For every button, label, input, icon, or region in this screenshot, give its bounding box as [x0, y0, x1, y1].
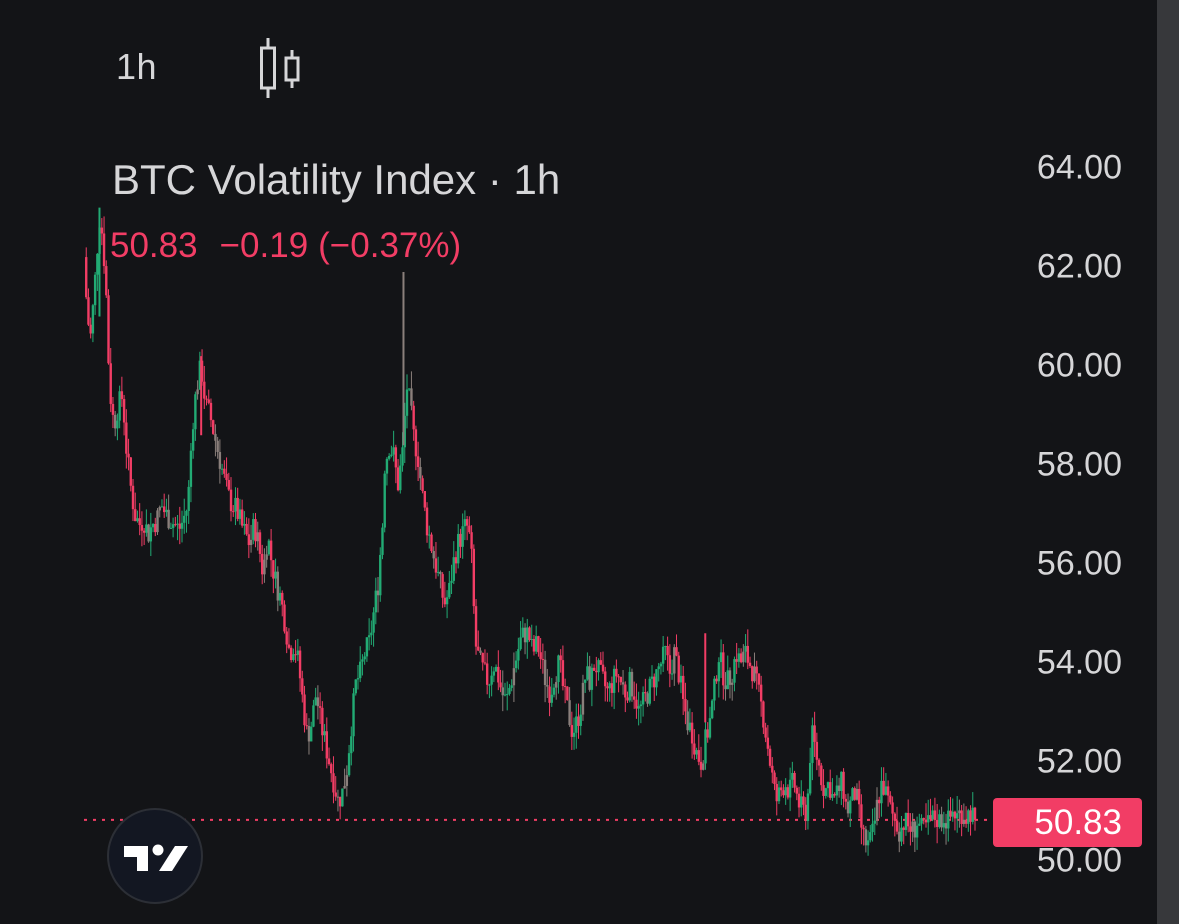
current-price-badge: 50.83 — [993, 798, 1142, 847]
tradingview-logo[interactable] — [107, 808, 203, 904]
price-axis-label: 58.00 — [1036, 445, 1122, 484]
legend-last-price: 50.83 — [110, 226, 198, 265]
price-axis-label: 56.00 — [1036, 544, 1122, 583]
legend-change-abs: −0.19 — [219, 226, 309, 265]
legend-change: −0.19 (−0.37%) — [220, 226, 462, 265]
price-axis-label: 52.00 — [1036, 742, 1122, 781]
tradingview-logo-icon — [124, 844, 188, 871]
price-axis-label: 54.00 — [1036, 643, 1122, 682]
legend-change-pct: (−0.37%) — [318, 226, 462, 265]
price-axis-label: 50.00 — [1036, 841, 1122, 880]
price-axis-label: 64.00 — [1036, 148, 1122, 187]
candlestick-icon — [260, 38, 300, 98]
legend-values: 50.83 −0.19 (−0.37%) — [110, 226, 483, 266]
price-axis-label: 60.00 — [1036, 346, 1122, 385]
price-axis[interactable]: 64.00 62.00 60.00 58.00 56.00 54.00 52.00 50.00 — [990, 0, 1157, 924]
price-axis-label: 62.00 — [1036, 247, 1122, 286]
scrollbar-strip[interactable] — [1157, 0, 1179, 924]
chart-toolbar: 1h — [0, 0, 1157, 120]
legend-title: BTC Volatility Index · 1h — [112, 156, 561, 203]
chart-type-button[interactable] — [256, 38, 306, 100]
interval-button[interactable]: 1h — [116, 46, 158, 87]
